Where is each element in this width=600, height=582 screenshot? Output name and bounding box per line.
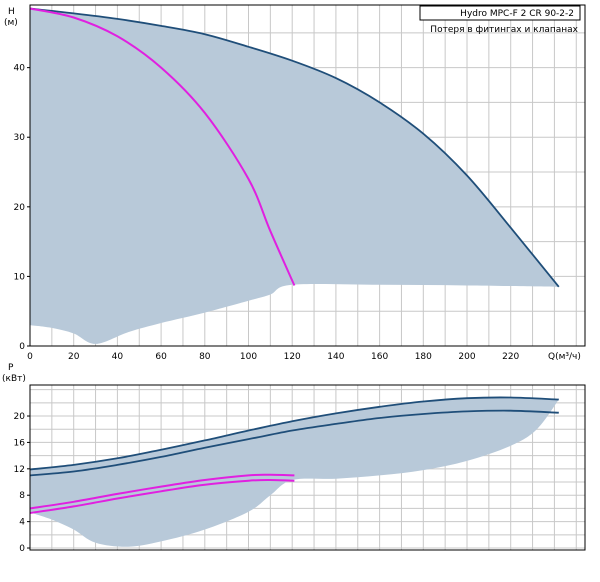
- head-curves: [29, 7, 560, 288]
- y-tick-label: 0: [19, 342, 25, 352]
- y-tick-label: 16: [14, 438, 26, 448]
- x-tick-label: 220: [502, 352, 519, 362]
- head-ylabel-symbol: H: [8, 7, 15, 17]
- x-tick-label: 120: [284, 352, 301, 362]
- head-envelope: [30, 8, 559, 344]
- curve-blue-0: [29, 7, 560, 288]
- y-tick-label: 0: [19, 544, 25, 554]
- curve-magenta-2: [29, 473, 295, 510]
- power-envelope: [30, 397, 559, 547]
- power-ylabel-unit: (кВт): [2, 374, 26, 384]
- curve-magenta-3: [29, 478, 295, 514]
- x-tick-label: 140: [327, 352, 344, 362]
- y-tick-label: 8: [19, 491, 25, 501]
- x-tick-label: 60: [155, 352, 167, 362]
- curve-blue-1: [29, 409, 559, 477]
- curve-blue-0: [29, 396, 559, 471]
- y-tick-label: 4: [19, 518, 25, 528]
- x-axis-label: Q(м³/ч): [548, 352, 581, 362]
- operating-area: [30, 397, 559, 547]
- curve-magenta-1: [29, 7, 296, 286]
- x-tick-label: 160: [371, 352, 388, 362]
- legend-note: Потеря в фитингах и клапанах: [430, 25, 578, 35]
- legend-box: [419, 5, 581, 21]
- x-tick-label: 100: [240, 352, 257, 362]
- y-tick-label: 20: [14, 412, 26, 422]
- y-tick-label: 12: [14, 465, 25, 475]
- x-tick-label: 0: [27, 352, 33, 362]
- operating-area: [30, 8, 559, 344]
- y-tick-label: 20: [14, 203, 26, 213]
- x-tick-label: 80: [199, 352, 211, 362]
- power-axes: 0 4 8 12 16 20: [14, 384, 586, 554]
- y-tick-label: 30: [14, 133, 26, 143]
- x-tick-label: 180: [415, 352, 432, 362]
- head-ylabel-unit: (м): [4, 18, 18, 28]
- legend-title: Hydro MPC-F 2 CR 90-2-2: [460, 9, 574, 19]
- x-tick-label: 20: [68, 352, 80, 362]
- y-tick-label: 40: [14, 64, 26, 74]
- plot-frame: [29, 4, 586, 347]
- power-ylabel-symbol: P: [8, 363, 14, 373]
- legend: Hydro MPC-F 2 CR 90-2-2 Потеря в фитинга…: [419, 5, 581, 35]
- power-curves: [29, 396, 559, 514]
- head-axes: 0 10 20 30 40 0 20 40 60 80 100 120 140 160 180 200 220: [14, 4, 586, 362]
- x-tick-label: 40: [112, 352, 124, 362]
- plot-frame: [29, 384, 586, 551]
- x-tick-label: 200: [458, 352, 475, 362]
- y-tick-label: 10: [14, 272, 26, 282]
